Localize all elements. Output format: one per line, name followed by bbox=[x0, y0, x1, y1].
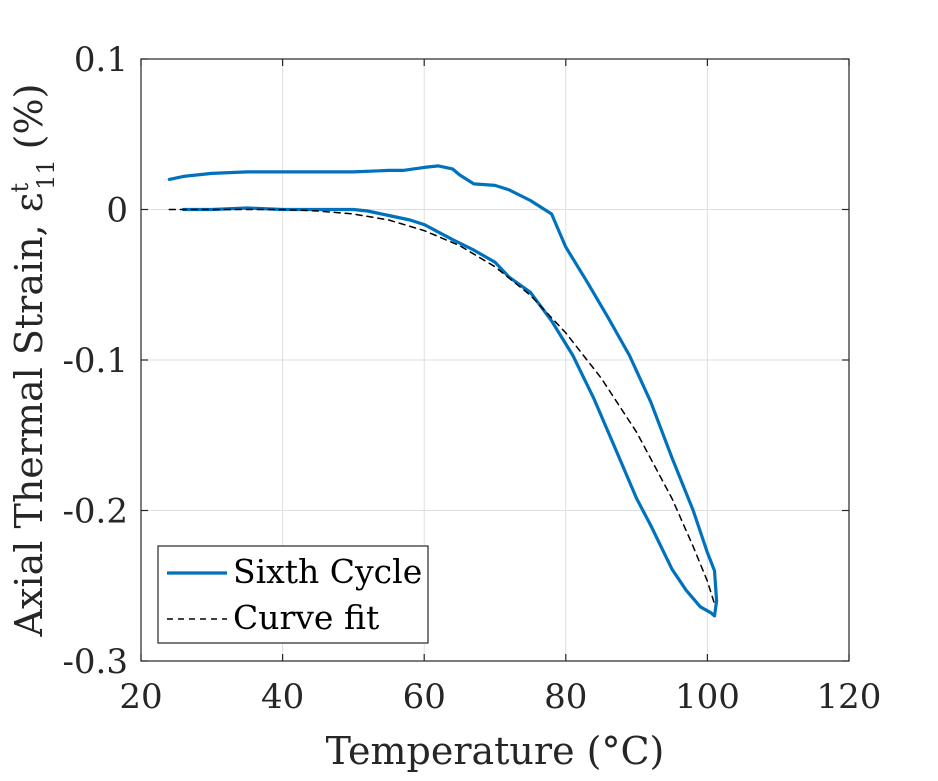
y-tick-label: -0.2 bbox=[62, 492, 128, 532]
legend-box bbox=[157, 545, 429, 644]
x-tick-label: 100 bbox=[675, 677, 740, 717]
x-tick-label: 120 bbox=[817, 677, 882, 717]
x-tick-label: 40 bbox=[261, 677, 304, 717]
series-line-curve-fit bbox=[168, 208, 716, 605]
y-axis-title-subscript: 11 bbox=[32, 159, 60, 190]
legend: Sixth Cycle Curve fit bbox=[157, 545, 429, 644]
legend-label-sixth-cycle: Sixth Cycle bbox=[233, 552, 422, 591]
series-line-sixth-cycle bbox=[167, 164, 719, 618]
y-axis-title-superscript: t bbox=[6, 183, 34, 193]
y-tick-label: -0.3 bbox=[62, 642, 128, 682]
series-layer bbox=[167, 164, 719, 618]
y-axis-title-main: Axial Thermal Strain, ε bbox=[7, 193, 51, 638]
legend-label-curve-fit: Curve fit bbox=[233, 598, 379, 637]
x-axis-title: Temperature (°C) bbox=[326, 729, 665, 773]
axis-ticks: 20 40 60 80 100 120 -0.3 -0.2 -0.1 0 0.1 bbox=[62, 40, 881, 717]
y-tick-label: -0.1 bbox=[62, 341, 128, 381]
x-tick-label: 60 bbox=[403, 677, 446, 717]
y-axis-title-unit: (%) bbox=[7, 84, 51, 150]
x-tick-label: 20 bbox=[119, 677, 162, 717]
y-tick-label: 0.1 bbox=[74, 40, 128, 80]
x-tick-label: 80 bbox=[544, 677, 587, 717]
y-tick-label: 0 bbox=[106, 191, 128, 231]
y-axis-title: Axial Thermal Strain, εt11 (%) bbox=[6, 84, 60, 638]
